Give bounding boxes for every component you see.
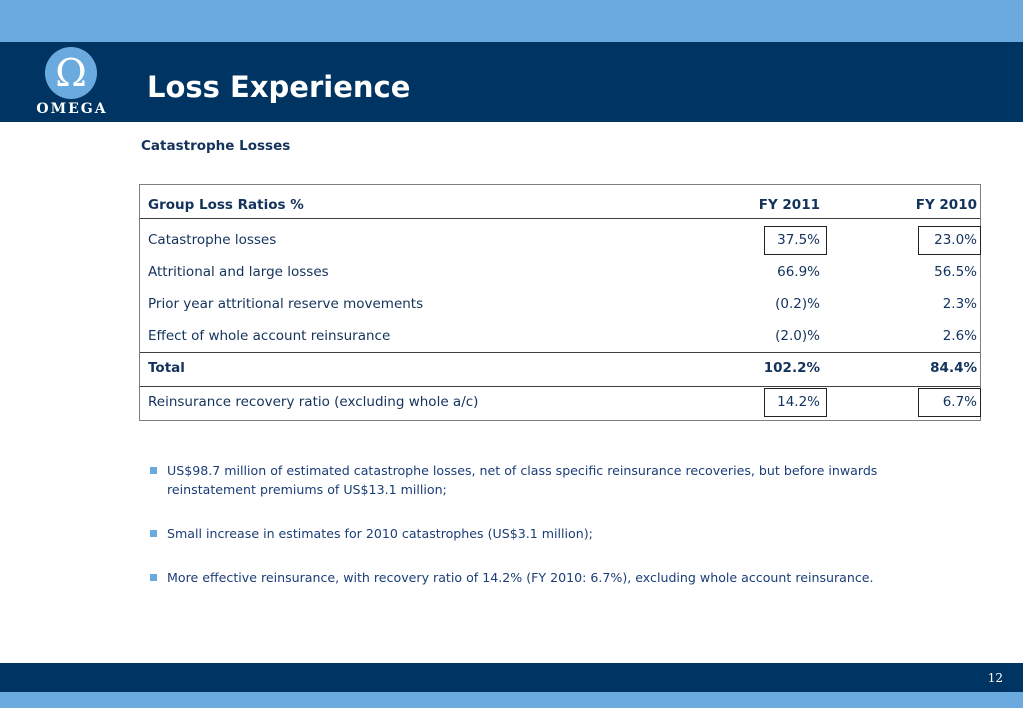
bullet-text: US$98.7 million of estimated catastrophe… [167,463,878,497]
fy2011-value: (0.2)% [775,296,820,312]
divider [140,218,980,219]
divider [140,386,980,387]
highlight-box [764,226,827,255]
loss-ratio-table: Group Loss Ratios % FY 2011 FY 2010 Cata… [139,184,981,421]
row-label: Catastrophe losses [148,232,277,248]
row-label: Prior year attritional reserve movements [148,296,424,312]
divider [140,352,980,353]
footer-bar: 12 [0,663,1023,692]
page-title: Loss Experience [147,70,411,104]
section-subtitle: Catastrophe Losses [141,138,291,154]
square-bullet-icon [150,467,157,474]
highlight-box [764,388,827,417]
row-label: Reinsurance recovery ratio (excluding wh… [148,394,479,410]
footer-band [0,692,1023,708]
header-bar: Ω OMEGA Loss Experience [0,42,1023,122]
fy2010-value: 84.4% [930,360,977,376]
fy2011-value: 14.2% [777,394,820,410]
square-bullet-icon [150,530,157,537]
page-number: 12 [987,671,1003,685]
bullet-list: US$98.7 million of estimated catastrophe… [150,461,970,612]
top-band [0,0,1023,42]
fy2010-value: 6.7% [942,394,977,410]
fy2010-value: 2.6% [942,328,977,344]
fy2011-value: 37.5% [777,232,820,248]
bullet-text: More effective reinsurance, with recover… [167,570,874,585]
omega-logo-icon: Ω [45,47,97,99]
header-fy2011: FY 2011 [758,197,820,213]
square-bullet-icon [150,574,157,581]
header-fy2010: FY 2010 [915,197,977,213]
fy2010-value: 23.0% [934,232,977,248]
fy2010-value: 2.3% [942,296,977,312]
bullet-text: Small increase in estimates for 2010 cat… [167,526,593,541]
row-label: Total [148,360,185,376]
fy2011-value: 66.9% [777,264,820,280]
fy2011-value: 102.2% [763,360,820,376]
bullet-item: More effective reinsurance, with recover… [150,568,970,587]
highlight-box [918,388,981,417]
row-label: Attritional and large losses [148,264,329,280]
fy2011-value: (2.0)% [775,328,820,344]
omega-logo-text: OMEGA [36,101,108,117]
highlight-box [918,226,981,255]
bullet-item: US$98.7 million of estimated catastrophe… [150,461,970,499]
bullet-item: Small increase in estimates for 2010 cat… [150,524,970,543]
header-label: Group Loss Ratios % [148,197,304,213]
fy2010-value: 56.5% [934,264,977,280]
row-label: Effect of whole account reinsurance [148,328,391,344]
